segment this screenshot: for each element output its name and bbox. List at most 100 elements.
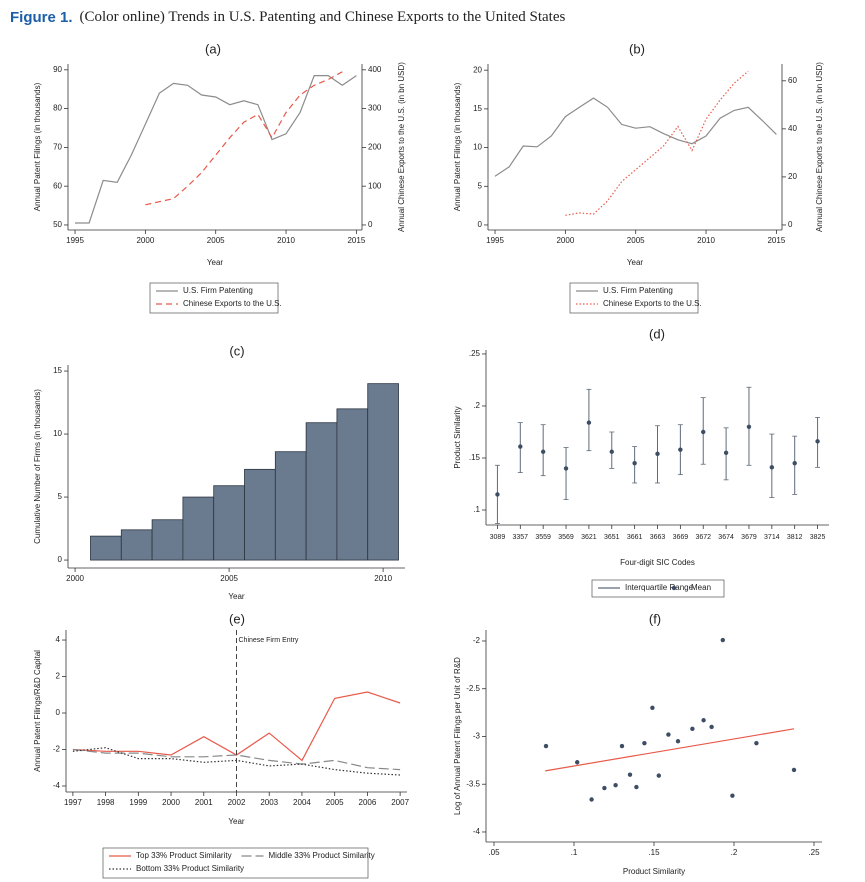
y-tick-label: -2.5 bbox=[466, 684, 480, 693]
x-tick-label: 3674 bbox=[718, 534, 734, 541]
x-tick-label: 2001 bbox=[195, 798, 213, 807]
y-tick-label: 4 bbox=[56, 635, 61, 644]
mean-point bbox=[815, 439, 820, 444]
bar bbox=[305, 422, 338, 561]
y-axis-title: Annual Patent Filings/R&D Capital bbox=[33, 650, 42, 772]
x-tick-label: 3621 bbox=[581, 534, 597, 541]
y-tick-label: .25 bbox=[469, 349, 481, 358]
x-tick-label: .15 bbox=[648, 848, 660, 857]
panel-title: (c) bbox=[229, 343, 244, 358]
bar bbox=[90, 535, 122, 561]
mean-point bbox=[746, 424, 752, 429]
y2-tick-label: 200 bbox=[368, 142, 382, 151]
y-tick-label: -2 bbox=[53, 745, 61, 754]
x-tick-label: 2015 bbox=[347, 236, 365, 245]
legend-label: Chinese Exports to the U.S. bbox=[183, 299, 282, 308]
scatter-point bbox=[602, 785, 607, 791]
scatter-point bbox=[791, 767, 797, 773]
y-tick-label: 70 bbox=[53, 142, 62, 151]
scatter-point bbox=[709, 724, 714, 730]
bar bbox=[182, 496, 215, 561]
y-tick-label: -3 bbox=[473, 732, 481, 741]
legend-label: Mean bbox=[691, 583, 711, 592]
bar bbox=[151, 519, 184, 561]
legend-label: U.S. Firm Patenting bbox=[183, 286, 253, 295]
x-tick-label: 3559 bbox=[535, 534, 551, 541]
series-line bbox=[75, 75, 357, 224]
y2-tick-label: 0 bbox=[788, 220, 793, 229]
x-tick-label: 2005 bbox=[326, 798, 344, 807]
x-tick-label: 3714 bbox=[764, 534, 780, 541]
series-line bbox=[72, 748, 401, 771]
scatter-point bbox=[675, 739, 681, 744]
mean-point bbox=[495, 492, 500, 497]
x-tick-label: 2000 bbox=[162, 798, 180, 807]
y-axis-title: Log of Annual Patent Filings per Unit of… bbox=[453, 657, 462, 815]
mean-point bbox=[609, 449, 614, 454]
y-tick-label: 20 bbox=[473, 65, 482, 74]
legend-box bbox=[102, 847, 369, 879]
x-tick-label: 2000 bbox=[136, 236, 154, 245]
mean-point bbox=[518, 444, 523, 449]
scatter-point bbox=[754, 740, 759, 746]
y-axis-title: Annual Patent Filings (in thousands) bbox=[33, 82, 42, 211]
x-tick-label: 2010 bbox=[374, 574, 392, 583]
legend-box bbox=[569, 282, 699, 314]
y2-tick-label: 60 bbox=[788, 76, 797, 85]
panel-title: (a) bbox=[205, 41, 221, 56]
y-axis-title: Product Similarity bbox=[453, 406, 462, 468]
y-tick-label: 15 bbox=[473, 104, 482, 113]
scatter-point bbox=[730, 793, 735, 798]
figure-heading: Figure 1. (Color online) Trends in U.S. P… bbox=[10, 9, 565, 26]
x-axis-title: Year bbox=[228, 592, 245, 601]
y2-tick-label: 400 bbox=[368, 65, 382, 74]
scatter-point bbox=[656, 773, 661, 778]
x-tick-label: 1995 bbox=[486, 236, 504, 245]
series-line bbox=[494, 97, 777, 177]
x-tick-label: 2010 bbox=[277, 236, 295, 245]
scatter-point bbox=[690, 726, 695, 732]
x-axis-title: Year bbox=[207, 258, 224, 267]
scatter-point bbox=[589, 797, 594, 802]
scatter-point bbox=[619, 743, 625, 749]
y-tick-label: .15 bbox=[469, 453, 481, 462]
legend-label: Bottom 33% Product Similarity bbox=[136, 864, 244, 873]
y2-axis-title: Annual Chinese Exports to the U.S. (in b… bbox=[815, 62, 824, 232]
bar bbox=[367, 383, 399, 561]
y-tick-label: 0 bbox=[56, 708, 61, 717]
bar bbox=[213, 485, 245, 561]
x-tick-label: 3569 bbox=[558, 534, 574, 541]
x-axis-title: Product Similarity bbox=[623, 867, 685, 876]
legend-label: Chinese Exports to the U.S. bbox=[603, 299, 702, 308]
mean-point bbox=[792, 460, 797, 466]
y-tick-label: 5 bbox=[58, 492, 63, 501]
mean-point bbox=[723, 450, 729, 455]
legend-label: Interquartile Range bbox=[625, 583, 694, 592]
x-tick-label: 3661 bbox=[627, 534, 643, 541]
y-tick-label: 2 bbox=[56, 672, 61, 681]
y-tick-label: 5 bbox=[478, 181, 483, 190]
mean-point bbox=[769, 465, 775, 470]
x-axis-title: Four-digit SIC Codes bbox=[620, 558, 695, 567]
y-tick-label: .2 bbox=[473, 401, 480, 410]
series-line bbox=[565, 70, 749, 216]
bar bbox=[120, 529, 153, 561]
y2-tick-label: 300 bbox=[368, 104, 382, 113]
panel-title: (e) bbox=[229, 611, 245, 626]
y-tick-label: 60 bbox=[53, 181, 62, 190]
y-tick-label: 10 bbox=[53, 429, 62, 438]
mean-point bbox=[540, 449, 546, 454]
x-tick-label: 2002 bbox=[228, 798, 246, 807]
y-tick-label: -3.5 bbox=[466, 779, 480, 788]
x-tick-label: .2 bbox=[731, 848, 738, 857]
scatter-point bbox=[720, 637, 725, 643]
y-tick-label: 0 bbox=[478, 220, 483, 229]
y-tick-label: -4 bbox=[473, 827, 481, 836]
y-axis-title: Annual Patent Filings (in thousands) bbox=[453, 82, 462, 211]
scatter-point bbox=[613, 782, 618, 788]
scatter-point bbox=[666, 732, 671, 737]
x-tick-label: 2006 bbox=[359, 798, 377, 807]
legend-marker bbox=[671, 585, 677, 591]
scatter-point bbox=[701, 718, 706, 723]
scatter-point bbox=[543, 743, 549, 749]
